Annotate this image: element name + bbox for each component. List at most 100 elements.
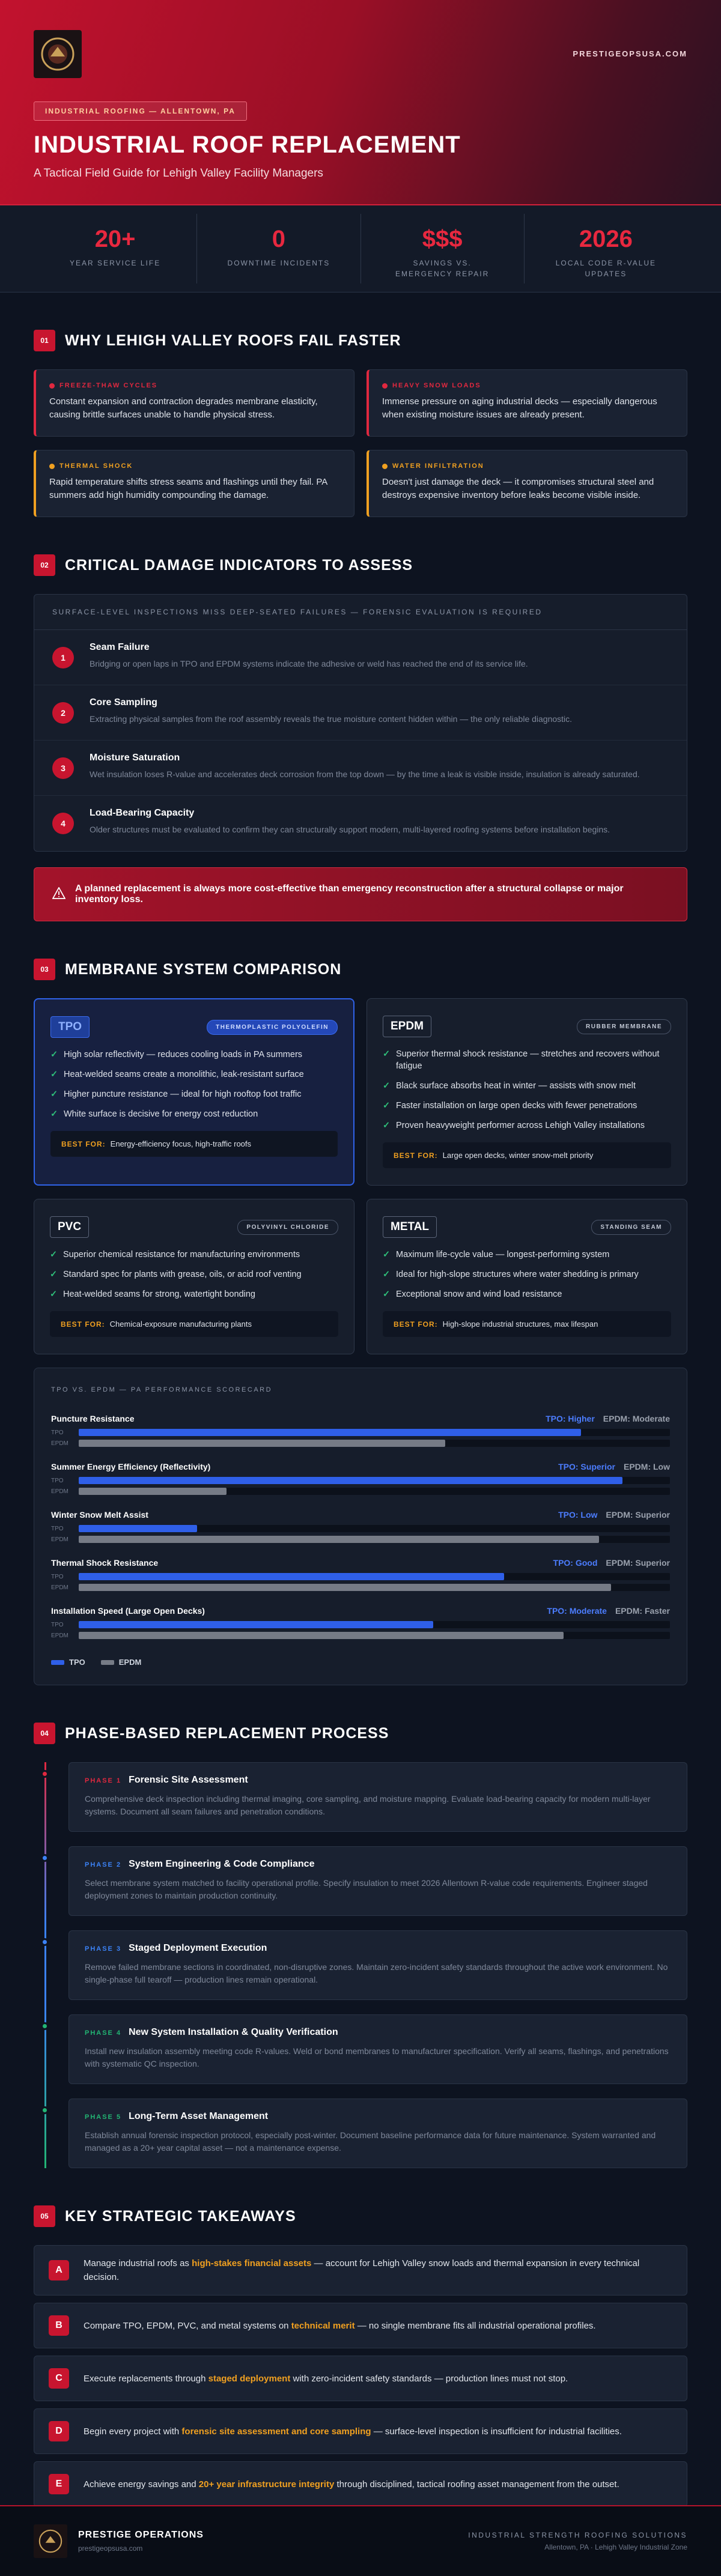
membrane-name: TPO: [50, 1016, 90, 1038]
score-ratings: TPO: Good EPDM: Superior: [545, 1558, 670, 1568]
stat-value: 2026: [579, 226, 633, 252]
bar-row: TPO: [51, 1427, 670, 1438]
cause-grid: FREEZE-THAW CYCLES Constant expansion and…: [34, 369, 687, 517]
indicator-number: 2: [52, 702, 74, 724]
phase: PHASE 2 System Engineering & Code Complia…: [41, 1846, 687, 1916]
indicator-number: 3: [52, 757, 74, 779]
tpo-rating: TPO: Low: [558, 1510, 598, 1520]
indicator-title: Moisture Saturation: [90, 753, 180, 763]
section-number: 01: [34, 330, 55, 351]
cause-label: THERMAL SHOCK: [49, 462, 341, 470]
score-row-head: Installation Speed (Large Open Decks) TPO…: [51, 1606, 670, 1616]
cause-card: WATER INFILTRATION Doesn't just damage th…: [367, 450, 687, 517]
bar-label: TPO: [51, 1621, 64, 1628]
cause-text: Rapid temperature shifts stress seams an…: [49, 477, 327, 500]
membrane-point: Ideal for high-slope structures where wa…: [383, 1268, 671, 1280]
phase-label: PHASE 4: [85, 2029, 122, 2037]
legend-text: EPDM: [118, 1658, 142, 1667]
cause-label-text: HEAVY SNOW LOADS: [392, 382, 481, 389]
bar-track: [79, 1536, 670, 1543]
badge: INDUSTRIAL ROOFING — ALLENTOWN, PA: [34, 102, 247, 121]
score-row: Installation Speed (Large Open Decks) TPO…: [51, 1606, 670, 1641]
phase-label: PHASE 1: [85, 1777, 122, 1784]
cause-card: FREEZE-THAW CYCLES Constant expansion and…: [34, 369, 354, 437]
membrane-top: TPO THERMOPLASTIC POLYOLEFIN: [50, 1016, 338, 1038]
stat-label: SAVINGS VS. EMERGENCY REPAIR: [395, 259, 490, 278]
membrane-name: EPDM: [383, 1016, 431, 1037]
best-for: BEST FOR: High-slope industrial structure…: [383, 1311, 671, 1337]
indicator-body: Moisture Saturation Wet insulation loses …: [90, 753, 640, 783]
takeaway-after: — no single membrane fits all industrial…: [354, 2320, 596, 2331]
membrane-point: Standard spec for plants with grease, oi…: [50, 1268, 338, 1280]
section-title: KEY STRATEGIC TAKEAWAYS: [65, 2207, 296, 2225]
takeaway-letter: C: [49, 2368, 69, 2389]
indicator-box: SURFACE-LEVEL INSPECTIONS MISS DEEP-SEAT…: [34, 594, 687, 852]
best-for-text: Chemical-exposure manufacturing plants: [109, 1320, 252, 1329]
best-for-label: BEST FOR:: [394, 1151, 438, 1160]
indicator-title: Seam Failure: [90, 642, 150, 652]
membrane-point: Heat-welded seams for strong, watertight…: [50, 1288, 338, 1300]
score-bar: [79, 1477, 623, 1484]
score-row-head: Winter Snow Melt Assist TPO: Low EPDM: Sup…: [51, 1510, 670, 1520]
cause-icon: [382, 383, 388, 389]
score-bar: [79, 1621, 434, 1628]
best-for: BEST FOR: Energy-efficiency focus, high-t…: [50, 1131, 338, 1157]
membrane-top: PVC POLYVINYL CHLORIDE: [50, 1216, 338, 1238]
legend-item: EPDM: [100, 1658, 142, 1667]
best-for: BEST FOR: Chemical-exposure manufacturing…: [50, 1311, 338, 1337]
bar-track: [79, 1621, 670, 1628]
phase: PHASE 5 Long-Term Asset Management Establi…: [41, 2099, 687, 2168]
phase-text: Comprehensive deck inspection including …: [85, 1794, 651, 1816]
section-title: WHY LEHIGH VALLEY ROOFS FAIL FASTER: [65, 332, 401, 349]
cause-icon: [49, 463, 55, 469]
takeaway-before: Achieve energy savings and: [84, 2479, 199, 2490]
cause-label: WATER INFILTRATION: [382, 462, 674, 470]
takeaway-text: Execute replacements through staged depl…: [84, 2372, 568, 2386]
indicator-box-header: SURFACE-LEVEL INSPECTIONS MISS DEEP-SEAT…: [34, 595, 687, 630]
phase: PHASE 1 Forensic Site Assessment Comprehen…: [41, 1762, 687, 1832]
membrane-tag: POLYVINYL CHLORIDE: [237, 1219, 338, 1235]
best-for-label: BEST FOR:: [61, 1140, 106, 1148]
legend: TPO EPDM: [51, 1658, 670, 1667]
cause-text: Immense pressure on aging industrial dec…: [382, 396, 657, 420]
stat: 0 DOWNTIME INCIDENTS: [197, 214, 361, 283]
indicator: 3 Moisture Saturation Wet insulation loses…: [34, 741, 687, 796]
membrane-card: PVC POLYVINYL CHLORIDE Superior chemical r…: [34, 1199, 354, 1354]
bar-row: EPDM: [51, 1630, 670, 1641]
footer-brand: PRESTIGE OPERATIONS prestigeopsusa.com: [34, 2524, 204, 2558]
site-link[interactable]: PRESTIGEOPSUSA.COM: [573, 49, 687, 58]
footer-site[interactable]: prestigeopsusa.com: [78, 2544, 143, 2553]
membrane-tag: THERMOPLASTIC POLYOLEFIN: [207, 1019, 338, 1035]
footer-location: Allentown, PA · Lehigh Valley Industrial…: [544, 2543, 687, 2551]
bar-row: EPDM: [51, 1534, 670, 1545]
bar-track: [79, 1525, 670, 1532]
section-heading: 03 MEMBRANE SYSTEM COMPARISON: [34, 959, 687, 980]
stat-label: YEAR SERVICE LIFE: [70, 259, 161, 267]
membrane-top: METAL STANDING SEAM: [383, 1216, 671, 1238]
phase-label: PHASE 2: [85, 1861, 122, 1868]
bar-label: TPO: [51, 1429, 64, 1436]
membrane-tag: RUBBER MEMBRANE: [577, 1019, 671, 1034]
epdm-rating: EPDM: Low: [624, 1462, 670, 1471]
cause-text: Constant expansion and contraction degra…: [49, 396, 318, 420]
tpo-rating: TPO: Moderate: [547, 1606, 607, 1616]
legend-swatch: [100, 1659, 114, 1665]
section-number: 05: [34, 2205, 55, 2227]
bar-row: EPDM: [51, 1438, 670, 1449]
indicator-text: Extracting physical samples from the roo…: [90, 714, 573, 724]
stat: $$$ SAVINGS VS. EMERGENCY REPAIR: [361, 214, 525, 283]
phase-text: Select membrane system matched to facili…: [85, 1878, 648, 1900]
bar-track: [79, 1440, 670, 1447]
best-for-text: Energy-efficiency focus, high-traffic ro…: [110, 1139, 252, 1148]
score-bar: [79, 1440, 446, 1447]
scorecard-title: TPO VS. EPDM — PA PERFORMANCE SCORECARD: [51, 1386, 273, 1393]
takeaway-before: Compare TPO, EPDM, PVC, and metal system…: [84, 2320, 291, 2331]
phase: PHASE 3 Staged Deployment Execution Remove…: [41, 1930, 687, 2000]
section-heading: 01 WHY LEHIGH VALLEY ROOFS FAIL FASTER: [34, 330, 687, 351]
membrane-point: Superior chemical resistance for manufac…: [50, 1249, 338, 1261]
phase-text: Remove failed membrane sections in coord…: [85, 1962, 668, 1984]
score-label: Puncture Resistance: [51, 1414, 135, 1423]
bar-track: [79, 1584, 670, 1591]
footer-logo: [34, 2524, 67, 2558]
